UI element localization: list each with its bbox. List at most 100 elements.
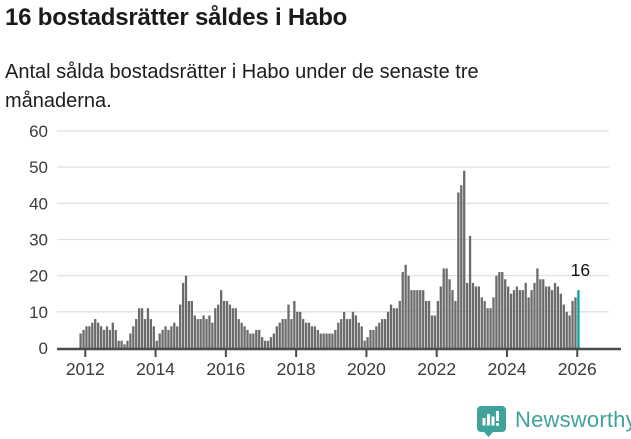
bar (202, 315, 205, 348)
bar (146, 308, 150, 348)
bar (337, 322, 340, 348)
bar (465, 282, 469, 348)
bar (553, 282, 557, 348)
bar (348, 319, 352, 348)
bar (179, 304, 182, 348)
bar (167, 329, 170, 349)
x-tick-label: 2016 (206, 359, 245, 379)
y-axis-labels: 0 10 20 30 40 50 60 (29, 122, 48, 358)
bar (542, 279, 545, 348)
bar (506, 286, 510, 348)
bar (351, 311, 355, 348)
bar (401, 272, 404, 348)
bar (395, 308, 398, 348)
bar (495, 275, 498, 348)
y-tick-label: 20 (29, 267, 48, 286)
bar (354, 315, 358, 348)
bar (296, 311, 299, 348)
bar (79, 333, 82, 348)
bar (316, 329, 319, 349)
bar (416, 290, 419, 348)
x-tick-label: 2026 (558, 359, 597, 379)
bar (263, 340, 267, 348)
bar (158, 333, 161, 348)
bar (287, 304, 290, 348)
bar (483, 300, 486, 348)
bar (304, 322, 308, 348)
bar (378, 322, 381, 348)
bar (261, 337, 264, 348)
bar (524, 282, 527, 348)
bar (140, 308, 144, 348)
bar (492, 297, 495, 348)
bar (102, 329, 106, 349)
bar (471, 282, 475, 348)
bar (568, 315, 571, 348)
bar (424, 300, 428, 348)
bar (565, 311, 568, 348)
bar (342, 311, 346, 348)
bar (331, 333, 334, 348)
bar (372, 329, 375, 349)
bar (97, 322, 100, 348)
bar-series (79, 170, 580, 349)
bar (442, 268, 445, 348)
bar (433, 315, 437, 348)
bar (422, 290, 425, 348)
bar (363, 340, 366, 348)
bar (345, 319, 349, 348)
x-tick-label: 2012 (66, 359, 105, 379)
y-tick-label: 40 (29, 194, 48, 213)
x-tick-label: 2020 (347, 359, 386, 379)
bar (474, 286, 478, 348)
bar (468, 235, 472, 348)
bar (237, 319, 240, 348)
bar (489, 308, 492, 348)
bar (307, 322, 311, 348)
bar (515, 286, 519, 348)
bar (392, 308, 396, 348)
bar (143, 319, 147, 348)
bar (527, 297, 530, 348)
bar (217, 304, 220, 348)
bar (88, 326, 91, 348)
bar (129, 333, 132, 348)
bar (246, 329, 249, 349)
bar (381, 319, 384, 348)
bar (281, 319, 284, 348)
bar (199, 319, 202, 348)
page-subtitle-line-2: månaderna. (5, 90, 112, 112)
bar (181, 282, 185, 348)
bar (310, 326, 314, 348)
x-tick-label: 2014 (136, 359, 175, 379)
last-value-label: 16 (571, 260, 590, 280)
bar (383, 319, 387, 348)
bar (299, 311, 302, 348)
bar (123, 344, 126, 348)
bar (398, 300, 401, 348)
bar (498, 272, 501, 348)
x-axis (57, 347, 621, 357)
bar (357, 322, 360, 348)
bar (439, 286, 442, 348)
bar (155, 340, 158, 348)
bar (117, 340, 120, 348)
highlighted-bar (577, 290, 580, 348)
bar (99, 326, 103, 348)
x-tick-label: 2018 (277, 359, 316, 379)
bar (477, 286, 480, 348)
bar (448, 279, 451, 348)
bar (389, 304, 393, 348)
bar (457, 192, 460, 348)
bar (413, 290, 416, 348)
brand-name: Newsworthy (515, 407, 631, 432)
bar (190, 300, 194, 348)
y-tick-label: 10 (29, 303, 48, 322)
newsworthy-logo[interactable]: Newsworthy (476, 403, 631, 437)
bar (369, 329, 372, 349)
bar (132, 326, 135, 348)
bar (135, 319, 138, 348)
bar (208, 315, 211, 348)
page-subtitle: Antal sålda bostadsrätter i Habo under d… (5, 58, 620, 116)
